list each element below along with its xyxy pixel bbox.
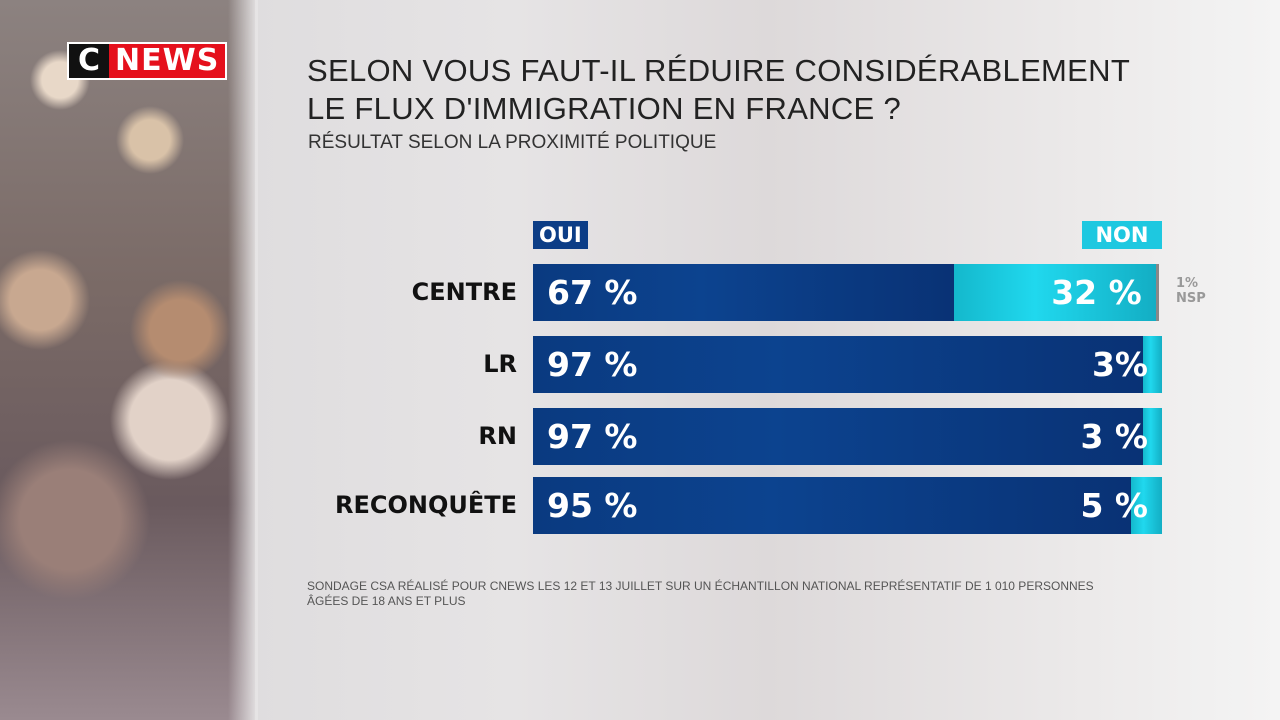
value-label-non: 3% — [1091, 345, 1148, 384]
nsp-label: 1% NSP — [1176, 276, 1206, 306]
chart-title: SELON VOUS FAUT-IL RÉDUIRE CONSIDÉRABLEM… — [307, 52, 1130, 128]
category-label: RN — [478, 422, 517, 450]
photo-fade — [228, 0, 258, 720]
bar-oui: 95 % — [533, 477, 1131, 534]
bar-non: 3% — [1092, 336, 1162, 393]
bar-non: 3 % — [1080, 408, 1162, 465]
footnote-line-2: ÂGÉES DE 18 ANS ET PLUS — [307, 594, 466, 608]
footnote-line-1: SONDAGE CSA RÉALISÉ POUR CNEWS LES 12 ET… — [307, 579, 1094, 593]
value-label-oui: 97 % — [547, 345, 638, 384]
category-label: RECONQUÊTE — [334, 491, 517, 519]
logo-news: NEWS — [109, 44, 226, 78]
stacked-bar: 95 % 5 % — [533, 477, 1162, 534]
bar-oui: 97 % — [533, 336, 1144, 393]
bar-row-lr: LR 97 % 3% — [0, 336, 1280, 393]
title-line-2: LE FLUX D'IMMIGRATION EN FRANCE ? — [307, 91, 901, 126]
nsp-value: 1% — [1176, 276, 1199, 291]
bar-nsp — [1155, 264, 1159, 321]
legend-non: NON — [1082, 221, 1162, 249]
value-label-non: 3 % — [1080, 417, 1148, 456]
bar-row-centre: CENTRE 67 % 32 % — [0, 264, 1280, 321]
bar-non: 5 % — [1080, 477, 1162, 534]
title-line-1: SELON VOUS FAUT-IL RÉDUIRE CONSIDÉRABLEM… — [307, 53, 1131, 88]
bar-non: 32 % — [954, 264, 1156, 321]
bar-row-rn: RN 97 % 3 % — [0, 408, 1280, 465]
value-label-non: 5 % — [1080, 486, 1148, 525]
category-label: CENTRE — [411, 278, 517, 306]
nsp-text: NSP — [1176, 291, 1206, 306]
logo-c: C — [69, 44, 109, 78]
stacked-bar: 97 % 3 % — [533, 408, 1162, 465]
cnews-logo: C NEWS — [67, 42, 228, 80]
value-label-oui: 67 % — [547, 273, 638, 312]
value-label-oui: 97 % — [547, 417, 638, 456]
bar-oui: 97 % — [533, 408, 1144, 465]
category-label: LR — [483, 350, 517, 378]
footnote: SONDAGE CSA RÉALISÉ POUR CNEWS LES 12 ET… — [307, 579, 1094, 609]
bar-row-reconquête: RECONQUÊTE 95 % 5 % — [0, 477, 1280, 534]
stacked-bar: 67 % 32 % — [533, 264, 1162, 321]
chart-subtitle: RÉSULTAT SELON LA PROXIMITÉ POLITIQUE — [308, 132, 717, 153]
legend-oui: OUI — [533, 221, 588, 249]
bar-oui: 67 % — [533, 264, 955, 321]
value-label-oui: 95 % — [547, 486, 638, 525]
background-crowd-photo — [0, 0, 255, 720]
stacked-bar: 97 % 3% — [533, 336, 1162, 393]
value-label-non: 32 % — [1051, 273, 1142, 312]
